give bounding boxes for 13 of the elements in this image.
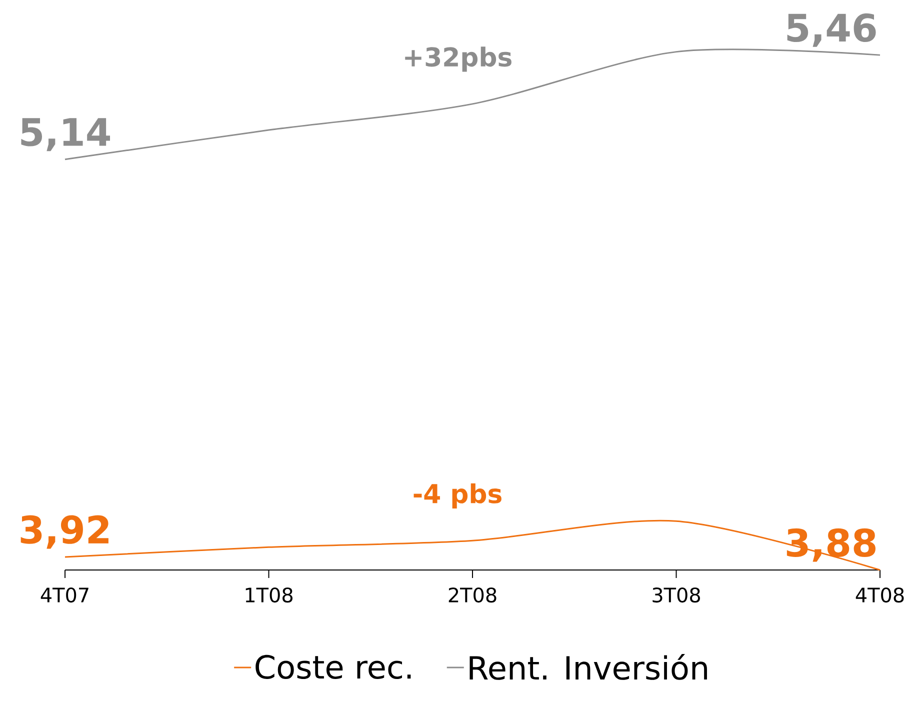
data-label: 3,92	[20, 515, 108, 549]
data-label: 5,14	[21, 118, 110, 152]
annotation: -4 pbs	[414, 483, 502, 508]
legend-label: Coste rec.	[256, 654, 411, 680]
x-tick-label: 2T08	[448, 588, 496, 603]
x-tick-label: 4T07	[40, 588, 88, 603]
x-tick-label: 3T08	[652, 588, 700, 603]
x-tick-label: 1T08	[246, 588, 292, 603]
data-label: 5,46	[787, 13, 876, 47]
x-tick-label: 4T08	[856, 588, 904, 603]
data-label: 3,88	[786, 528, 876, 562]
legend-label: Rent. Inversión	[470, 654, 707, 680]
annotation: +32pbs	[405, 46, 512, 72]
